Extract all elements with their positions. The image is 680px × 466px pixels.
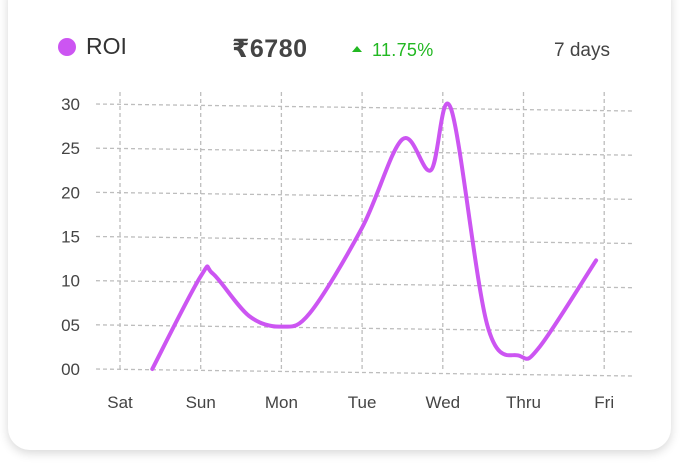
y-tick-label: 00 bbox=[61, 360, 80, 379]
grid-line-horizontal bbox=[95, 191, 633, 200]
y-tick-label: 05 bbox=[61, 316, 80, 335]
x-tick-label: Wed bbox=[425, 393, 460, 412]
legend-dot-icon bbox=[58, 38, 76, 56]
roi-change-value: 11.75% bbox=[372, 40, 434, 60]
grid-line-horizontal bbox=[95, 324, 633, 333]
y-tick-label: 30 bbox=[61, 95, 80, 114]
series-line-roi bbox=[150, 101, 599, 371]
chart-grid bbox=[95, 92, 633, 377]
grid-line-horizontal bbox=[95, 147, 633, 156]
x-tick-label: Sun bbox=[186, 393, 216, 412]
y-tick-label: 20 bbox=[61, 183, 80, 202]
grid-line-horizontal bbox=[95, 280, 633, 289]
legend-label: ROI bbox=[86, 33, 127, 59]
arrow-up-icon bbox=[352, 46, 362, 53]
grid-line-horizontal bbox=[95, 368, 633, 377]
y-tick-label: 25 bbox=[61, 139, 80, 158]
grid-line-horizontal bbox=[95, 103, 633, 112]
roi-amount: ₹6780 bbox=[232, 35, 308, 63]
period-label[interactable]: 7 days bbox=[554, 40, 610, 61]
x-tick-label: Mon bbox=[265, 393, 298, 412]
x-tick-label: Sat bbox=[107, 393, 133, 412]
x-tick-label: Tue bbox=[348, 393, 377, 412]
x-tick-label: Thru bbox=[506, 393, 541, 412]
roi-change: 11.75% bbox=[352, 40, 434, 61]
chart-header: ROI ₹6780 11.75% 7 days bbox=[0, 0, 680, 90]
x-axis-ticks: Sat Sun Mon Tue Wed Thru Fri bbox=[107, 393, 614, 412]
y-tick-label: 15 bbox=[61, 228, 80, 247]
x-tick-label: Fri bbox=[594, 393, 614, 412]
y-tick-label: 10 bbox=[61, 272, 80, 291]
grid-line-horizontal bbox=[95, 235, 633, 245]
y-axis-ticks: 00 05 10 15 20 25 30 bbox=[61, 95, 80, 379]
chart-series bbox=[150, 101, 599, 371]
